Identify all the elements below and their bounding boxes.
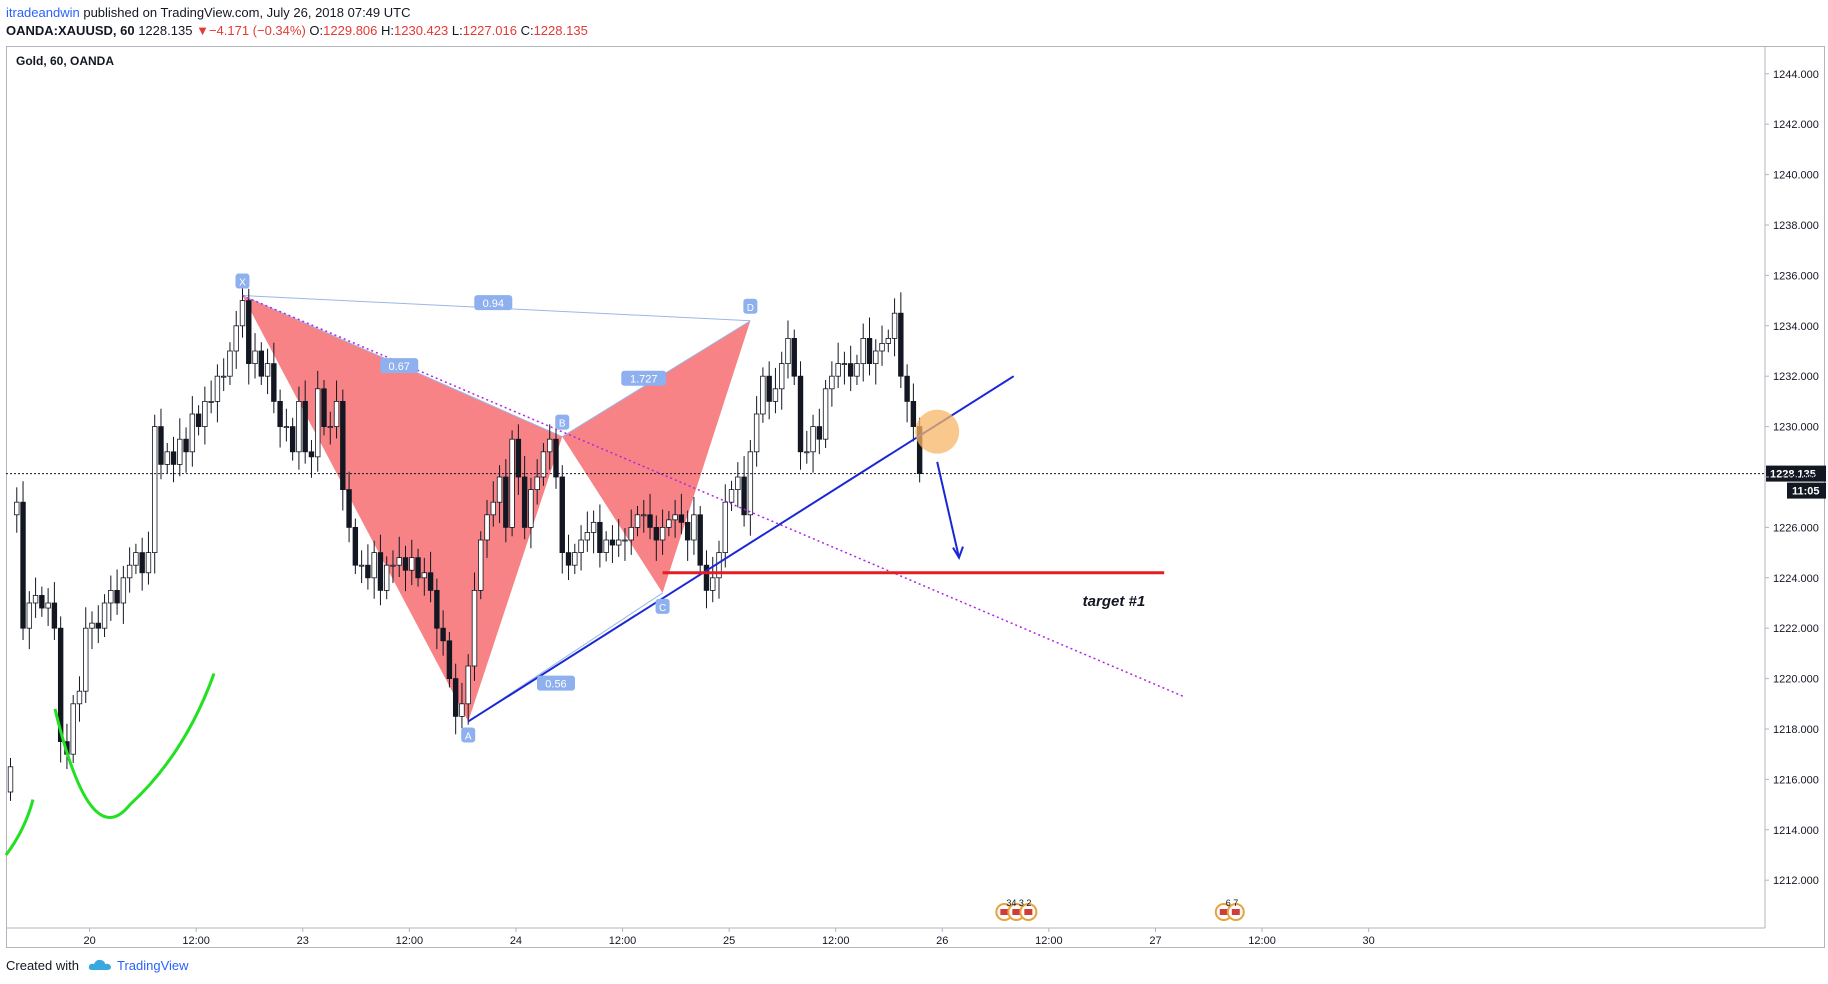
high-value: 1230.423 (394, 23, 449, 38)
header: itradeandwin published on TradingView.co… (0, 0, 1828, 46)
last-price: 1228.135 (138, 23, 193, 38)
close-label: C: (520, 23, 534, 38)
open-value: 1229.806 (323, 23, 378, 38)
price-change: −4.171 (−0.34%) (208, 23, 306, 38)
high-label: H: (381, 23, 395, 38)
low-label: L: (451, 23, 463, 38)
tradingview-cloud-icon (88, 959, 111, 970)
published-text: published on TradingView.com, July 26, 2… (83, 5, 411, 20)
created-with-label: Created with (6, 958, 79, 973)
chart-title: Gold, 60, OANDA (16, 54, 115, 68)
footer: Created with TradingView (0, 948, 1828, 984)
close-value: 1228.135 (533, 23, 588, 38)
low-value: 1227.016 (462, 23, 517, 38)
down-triangle-icon: ▼ (196, 23, 209, 38)
publisher-link[interactable]: itradeandwin (6, 5, 80, 20)
open-label: O: (309, 23, 324, 38)
ohlc-line: OANDA:XAUUSD, 60 1228.135 ▼−4.171 (−0.34… (6, 23, 588, 38)
tradingview-link[interactable]: TradingView (117, 958, 189, 973)
chart-panel[interactable] (6, 46, 1825, 948)
publish-line: itradeandwin published on TradingView.co… (6, 5, 410, 20)
symbol: OANDA:XAUUSD, 60 (6, 23, 135, 38)
